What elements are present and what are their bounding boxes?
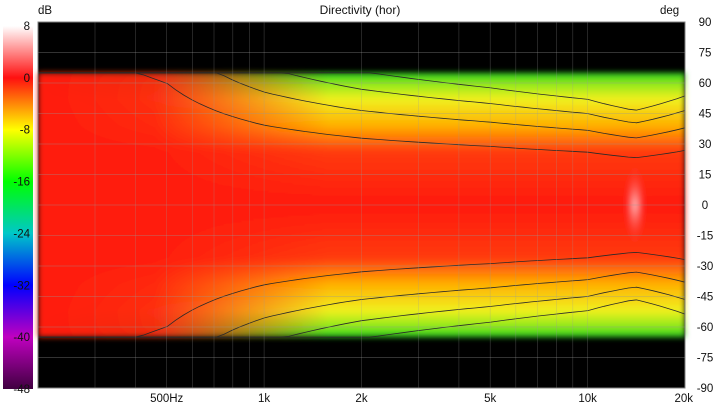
y-tick-label: -60 [697, 322, 714, 334]
colorbar-tick-label: 0 [24, 73, 30, 85]
colorbar-tick-label: -16 [13, 177, 30, 189]
x-tick-label: 5k [484, 393, 496, 405]
contour-line [38, 251, 686, 338]
x-tick-label: 500Hz [150, 393, 183, 405]
y-tick-label: 30 [699, 139, 712, 151]
y-tick-label: 0 [702, 200, 708, 212]
y-tick-label: 15 [699, 170, 712, 182]
y-tick-label: -45 [697, 292, 714, 304]
x-tick-label: 2k [355, 393, 367, 405]
hf-beam-hotspot [624, 165, 645, 245]
x-tick-label: 1k [258, 393, 270, 405]
x-tick-label: 10k [578, 393, 597, 405]
colorbar-tick-label: -8 [20, 125, 30, 137]
colorbar-tick-label: 8 [24, 21, 30, 33]
colorbar-tick-label: -32 [13, 280, 30, 292]
y-tick-label: -30 [697, 261, 714, 273]
colorbar [3, 26, 33, 389]
colorbar-unit: dB [38, 5, 52, 17]
colorbar-tick-label: -48 [13, 384, 30, 396]
contour-line [38, 299, 686, 338]
y-tick-label: -15 [697, 231, 714, 243]
y-tick-label: 45 [699, 109, 712, 121]
y-tick-label: -90 [697, 383, 714, 395]
y-tick-label: 90 [699, 17, 712, 29]
low-freq-wide-region [38, 72, 685, 338]
chart-title: Directivity (hor) [320, 3, 401, 17]
colorbar-tick-label: -40 [13, 332, 30, 344]
contour-line [38, 72, 686, 159]
colorbar-tick-label: -24 [13, 228, 30, 240]
plot-frame [37, 21, 686, 389]
y-tick-label: 75 [699, 48, 712, 60]
y-tick-label: -75 [697, 353, 714, 365]
y-tick-label: 60 [699, 78, 712, 90]
x-tick-label: 20k [674, 393, 693, 405]
contour-line [38, 72, 686, 111]
y-axis-unit: deg [660, 5, 679, 17]
